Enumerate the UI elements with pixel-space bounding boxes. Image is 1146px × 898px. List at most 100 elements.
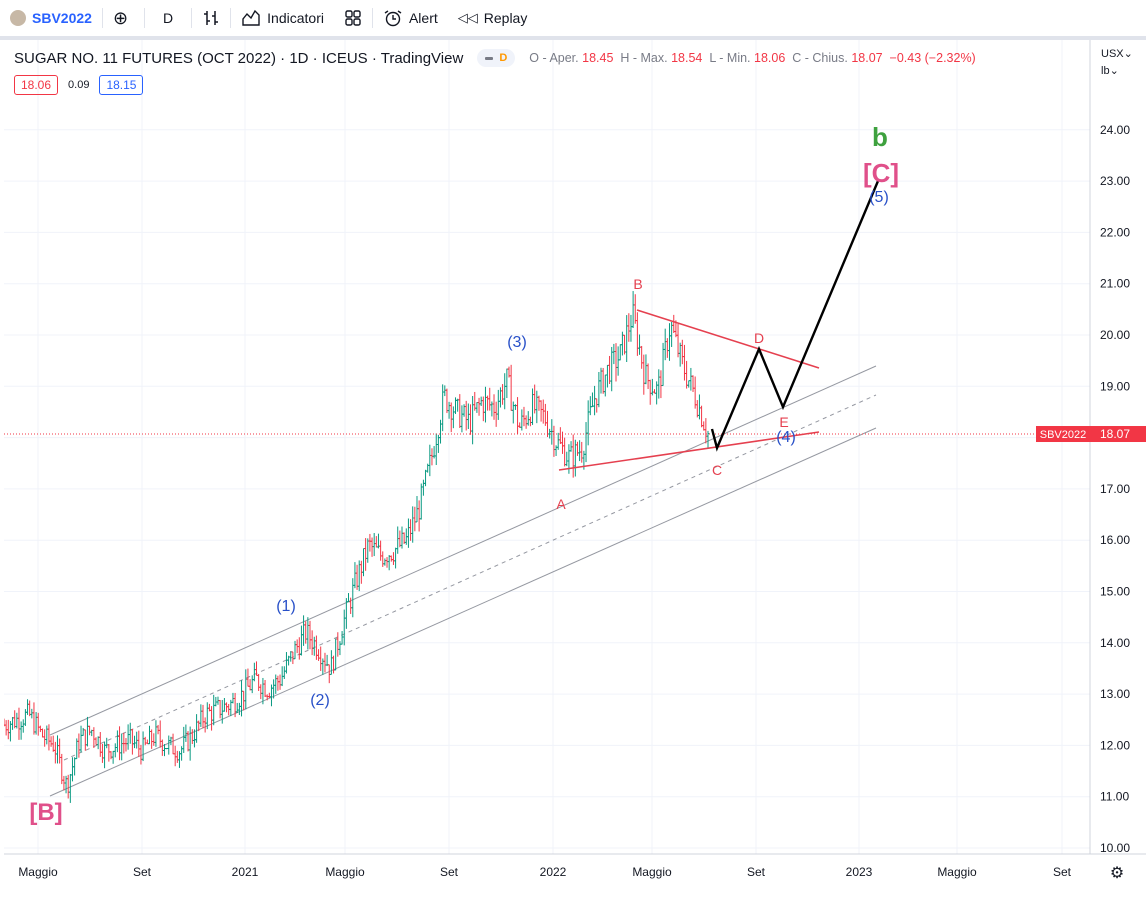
x-tick-label: 2021	[232, 865, 259, 879]
x-tick-label: 2023	[846, 865, 873, 879]
y-tick-label: 16.00	[1100, 533, 1130, 547]
currency-selector[interactable]: USX⌄	[1101, 48, 1133, 60]
low-label: L - Min.	[709, 51, 751, 65]
indicators-button[interactable]: Indicatori	[231, 0, 334, 36]
alarm-clock-icon	[384, 10, 402, 27]
replay-button[interactable]: ◁◁ Replay	[448, 0, 538, 36]
y-tick-label: 13.00	[1100, 687, 1130, 701]
y-tick-label: 12.00	[1100, 738, 1130, 752]
alert-button[interactable]: Alert	[373, 0, 448, 36]
indicators-label: Indicatori	[267, 10, 324, 26]
plus-circle-icon: ⊕	[112, 7, 129, 28]
dash-icon	[485, 56, 494, 60]
wave-label: [B]	[29, 799, 62, 826]
wave-label: A	[556, 496, 566, 512]
channel-median-line	[63, 394, 877, 761]
scale-units: USX⌄ lb⌄	[1101, 46, 1133, 80]
triangle-upper-line	[636, 309, 820, 369]
toolbar-divider	[144, 8, 146, 28]
trend-channel	[49, 365, 877, 797]
spread-value: 0.09	[68, 79, 90, 91]
wave-label: E	[779, 414, 788, 430]
x-tick-label: 2022	[540, 865, 567, 879]
y-tick-label: 19.00	[1100, 379, 1130, 393]
grid-layout-icon	[345, 10, 361, 26]
alert-label: Alert	[408, 10, 438, 26]
y-tick-label: 21.00	[1100, 277, 1130, 291]
y-tick-label: 24.00	[1100, 123, 1130, 137]
x-tick-label: Maggio	[18, 865, 58, 879]
ohlc-values: O - Aper. 18.45 H - Max. 18.54 L - Min. …	[529, 51, 975, 65]
buy-price-button[interactable]: 18.15	[99, 75, 144, 95]
wave-label: (1)	[276, 598, 296, 615]
wave-label: (2)	[310, 692, 330, 709]
replay-label: Replay	[483, 10, 528, 26]
ohlc-bars	[4, 291, 710, 803]
interval-button[interactable]: D	[145, 0, 191, 36]
x-tick-label: Maggio	[632, 865, 672, 879]
close-label: C - Chius.	[792, 51, 848, 65]
last-price-value: 18.07	[1100, 427, 1130, 441]
close-value: 18.07	[851, 51, 883, 65]
y-tick-label: 17.00	[1100, 482, 1130, 496]
x-tick-label: Maggio	[325, 865, 365, 879]
x-tick-label: Set	[747, 865, 766, 879]
toolbar-divider	[371, 8, 373, 28]
y-tick-label: 23.00	[1100, 174, 1130, 188]
y-tick-label: 20.00	[1100, 328, 1130, 342]
currency-label: USX	[1101, 48, 1124, 60]
data-status-badge[interactable]: D	[477, 49, 516, 67]
rewind-icon: ◁◁	[457, 10, 478, 25]
time-axis[interactable]: Maggio Set 2021 Maggio Set 2022 Maggio Set 2023 M…	[4, 853, 1146, 882]
price-axis-bg	[1090, 40, 1146, 898]
y-tick-label: 10.00	[1100, 841, 1130, 855]
sell-price-button[interactable]: 18.06	[14, 75, 59, 95]
toolbar-divider	[230, 8, 232, 28]
interval-label: D	[163, 10, 174, 26]
x-tick-label: Maggio	[937, 865, 977, 879]
y-tick-label: 15.00	[1100, 585, 1130, 599]
chart-style-button[interactable]	[192, 0, 230, 36]
unit-selector[interactable]: lb⌄	[1101, 65, 1119, 77]
chart-legend: SUGAR NO. 11 FUTURES (OCT 2022) · 1D · I…	[14, 49, 976, 67]
chart-frame-border	[0, 36, 1146, 40]
symbol-name: SBV2022	[32, 10, 92, 26]
high-value: 18.54	[671, 51, 703, 65]
symbol-selector[interactable]: SBV2022	[0, 0, 102, 36]
top-toolbar: SBV2022 ⊕ D Indicatori Alert	[0, 0, 1146, 36]
low-value: 18.06	[754, 51, 786, 65]
chart-grid	[4, 40, 1090, 854]
wave-label: [C]	[863, 158, 899, 188]
open-label: O - Aper.	[529, 51, 579, 65]
y-tick-label: 14.00	[1100, 636, 1130, 650]
wave-label: (4)	[776, 429, 796, 446]
symbol-logo-icon	[10, 10, 26, 26]
wave-projection-path	[710, 180, 880, 452]
channel-lower-line	[49, 427, 877, 797]
toolbar-divider	[101, 8, 103, 28]
price-chart[interactable]: [B] (1) (2) (3) A B C D E(4) (5)[C] b 10.00 11.00 12…	[4, 40, 1146, 898]
badge-letter: D	[499, 52, 508, 64]
wave-label: b	[872, 122, 888, 152]
compare-button[interactable]: ⊕	[103, 0, 144, 36]
layout-button[interactable]	[334, 0, 372, 36]
wave-label: (3)	[507, 334, 527, 351]
x-tick-label: Set	[440, 865, 459, 879]
y-tick-label: 11.00	[1100, 790, 1129, 804]
triangle-lower-line	[558, 431, 820, 471]
wave-labels: [B] (1) (2) (3) A B C D E(4) (5)[C] b	[29, 122, 899, 826]
x-tick-label: Set	[1053, 865, 1072, 879]
wave-label: C	[712, 462, 722, 478]
channel-upper-line	[49, 365, 877, 736]
settings-gear-icon[interactable]: ⚙	[1110, 865, 1124, 882]
wave-overlays	[4, 180, 1090, 471]
symbol-title: SUGAR NO. 11 FUTURES (OCT 2022) · 1D · I…	[14, 49, 464, 67]
open-value: 18.45	[582, 51, 614, 65]
price-axis[interactable]: 10.00 11.00 12.00 13.00 14.00 15.00 16.00 17.00…	[1036, 40, 1146, 898]
symbol-price-tag-label: SBV2022	[1040, 429, 1086, 441]
y-tick-label: 22.00	[1100, 225, 1130, 239]
x-tick-label: Set	[133, 865, 152, 879]
last-price-tag	[1090, 426, 1146, 443]
bid-ask-row: 18.06 0.09 18.15	[14, 75, 144, 95]
symbol-price-tag	[1036, 426, 1090, 443]
